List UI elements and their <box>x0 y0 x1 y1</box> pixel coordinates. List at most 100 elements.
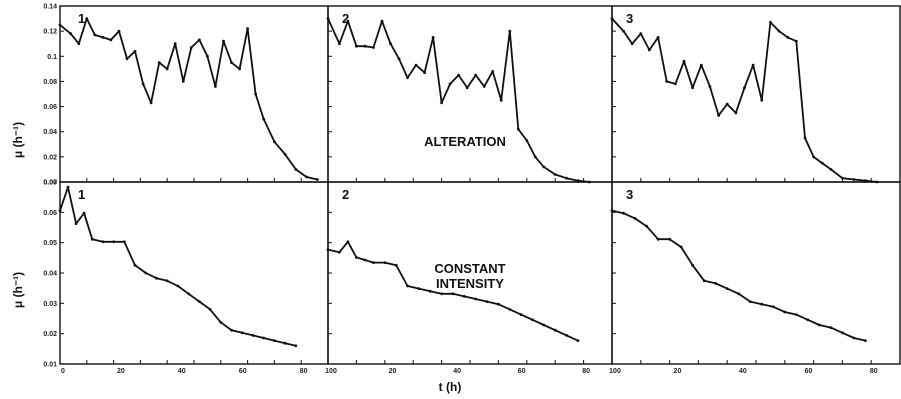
data-point <box>157 61 161 64</box>
data-point <box>363 44 367 48</box>
data-point <box>748 300 752 303</box>
data-point <box>633 217 637 220</box>
data-point <box>181 80 185 83</box>
data-point <box>622 29 625 33</box>
panel-frame <box>59 181 329 365</box>
panel-top-3: 3 <box>610 5 901 184</box>
series-line <box>611 209 866 342</box>
data-point <box>93 33 97 37</box>
y-tick-label: 0.04 <box>43 129 57 136</box>
data-point <box>717 114 720 117</box>
data-point <box>622 211 625 215</box>
data-point <box>206 54 209 58</box>
panel-bottom-1: 0.01 0.02 0.03 0.04 0.05 0.06 0.07 0 20 40 60 80 1 <box>43 180 329 375</box>
data-point <box>240 331 244 335</box>
data-point <box>230 61 233 64</box>
data-point <box>565 334 568 337</box>
data-point <box>691 86 694 90</box>
data-point <box>474 297 478 301</box>
annotation-word: ALTERATION <box>424 134 506 149</box>
x-tick-label: 80 <box>870 368 878 375</box>
data-point <box>262 336 266 340</box>
data-point <box>69 32 73 36</box>
data-point <box>553 173 557 176</box>
panel-label: 3 <box>626 11 633 26</box>
data-point <box>165 67 169 71</box>
data-point <box>417 287 421 290</box>
data-point <box>101 240 105 244</box>
data-point <box>674 82 677 86</box>
annotation-word: CONSTANT <box>434 261 505 276</box>
data-point <box>363 258 367 262</box>
data-point <box>829 168 833 171</box>
data-point <box>294 344 298 348</box>
data-point <box>864 339 867 342</box>
data-point <box>702 279 706 283</box>
data-point <box>852 178 856 181</box>
data-point <box>576 339 580 342</box>
annotation-word: INTENSITY <box>436 276 504 291</box>
data-point <box>645 224 648 228</box>
data-point <box>394 263 398 267</box>
data-point <box>58 209 62 213</box>
data-point <box>294 168 298 171</box>
data-point <box>397 57 401 61</box>
data-point <box>812 155 815 159</box>
data-point <box>457 73 460 77</box>
y-tick-label: 0.06 <box>43 104 57 111</box>
panel-bottom-2: 100 20 40 60 80 2 CONSTANT INTENSITY <box>325 181 613 375</box>
x-tick-label: 40 <box>178 368 186 375</box>
data-point <box>508 308 512 311</box>
data-point <box>508 29 512 33</box>
data-point <box>630 42 634 46</box>
data-point <box>219 321 223 324</box>
data-point <box>448 82 452 86</box>
data-point <box>533 155 537 159</box>
data-point <box>783 310 787 314</box>
data-point <box>725 287 729 290</box>
series-line <box>611 17 878 183</box>
data-point <box>383 261 387 264</box>
panel-top-1: 0.00 0.02 0.04 0.06 0.08 0.1 0.12 0.14 1 <box>43 4 329 187</box>
data-point <box>66 185 70 189</box>
data-point <box>326 248 330 252</box>
x-tick-label: 80 <box>582 368 590 375</box>
data-point <box>133 49 137 53</box>
panel-annotation: ALTERATION <box>424 134 506 149</box>
data-point <box>189 46 193 49</box>
y-tick-label: 0.08 <box>43 79 57 86</box>
y-tick-label: 0.00 <box>43 180 57 187</box>
series-line <box>59 186 297 347</box>
x-tick-label: 60 <box>518 368 526 375</box>
y-tick-label: 0.12 <box>43 29 57 36</box>
data-point <box>497 302 500 306</box>
data-point <box>380 19 384 23</box>
x-tick-label: 20 <box>389 368 397 375</box>
data-point <box>141 82 145 86</box>
data-point <box>794 313 798 316</box>
data-point <box>668 237 671 241</box>
data-point <box>610 209 614 213</box>
data-point <box>462 295 466 298</box>
data-point <box>283 152 287 156</box>
data-point <box>346 19 350 23</box>
data-point <box>516 127 520 131</box>
data-point <box>482 85 486 88</box>
data-point <box>122 240 126 244</box>
data-point <box>691 263 694 267</box>
data-point <box>428 289 432 293</box>
data-point <box>338 250 341 254</box>
series-line <box>327 240 579 342</box>
data-point <box>760 98 764 102</box>
panel-frame <box>59 5 329 183</box>
data-point <box>818 323 821 327</box>
y-tick-label: 0.14 <box>43 4 57 11</box>
data-point <box>338 42 341 46</box>
x-tick-label: 40 <box>739 368 747 375</box>
x-tick-label: 0 <box>61 368 65 375</box>
data-point <box>820 161 824 165</box>
data-point <box>176 284 180 288</box>
data-point <box>499 98 503 102</box>
y-tick-label: 0.07 <box>43 180 57 187</box>
data-point <box>656 36 660 39</box>
